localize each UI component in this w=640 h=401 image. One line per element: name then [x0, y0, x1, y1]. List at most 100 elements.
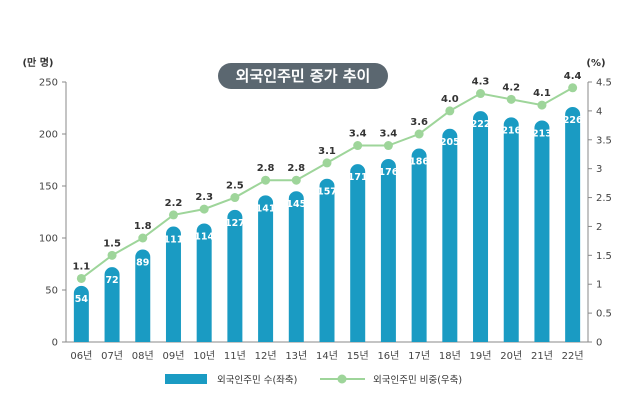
left-tick-label: 100 [39, 234, 58, 245]
bar [503, 117, 519, 342]
x-tick-label: 11년 [224, 350, 246, 362]
line-point [168, 210, 178, 220]
line-value-label: 3.6 [410, 117, 428, 128]
x-tick-label: 14년 [316, 350, 338, 362]
line-value-label: 2.8 [257, 163, 275, 174]
bar [380, 158, 396, 342]
line-value-label: 2.2 [165, 198, 183, 209]
right-tick-label: 3 [596, 164, 602, 175]
left-tick-label: 250 [39, 78, 58, 89]
right-axis-unit: (%) [586, 58, 605, 69]
bar [411, 148, 427, 342]
line-point [568, 83, 578, 93]
line-value-label: 3.4 [380, 129, 398, 140]
bar-value-label: 171 [348, 172, 368, 183]
line-value-label: 4.4 [564, 71, 582, 82]
right-tick-label: 2 [596, 222, 602, 233]
bar-value-label: 222 [471, 119, 491, 130]
x-axis-ticks: 06년 07년 08년 09년 10년 11년 12년 13년 14년 15년 16년 17년 18년 1… [70, 350, 583, 362]
bar [104, 267, 120, 342]
line-point [322, 158, 332, 168]
bar-value-label: 114 [194, 231, 214, 242]
bar-value-label: 145 [286, 199, 306, 210]
line-value-label: 1.8 [134, 221, 152, 232]
x-tick-label: 16년 [377, 350, 399, 362]
bar-value-label: 216 [501, 125, 521, 136]
bar-value-label: 72 [105, 275, 118, 286]
line-point [107, 250, 117, 260]
bar [350, 164, 366, 342]
line-point [199, 204, 209, 214]
left-tick-label: 50 [45, 286, 58, 297]
right-tick-label: 3.5 [596, 135, 612, 146]
x-tick-label: 20년 [500, 350, 522, 362]
right-tick-label: 1 [596, 280, 602, 291]
x-tick-label: 17년 [408, 350, 430, 362]
bar-value-label: 127 [225, 218, 245, 229]
line-point [76, 273, 86, 283]
line-point [383, 141, 393, 151]
bar [473, 111, 489, 342]
line-point [138, 233, 148, 243]
line-point [537, 100, 547, 110]
bar-value-label: 111 [164, 235, 184, 246]
bar-value-label: 186 [409, 157, 429, 168]
line-value-label: 3.1 [318, 146, 336, 157]
bar-value-label: 157 [317, 187, 337, 198]
bar-value-label: 205 [440, 137, 460, 148]
x-tick-label: 12년 [255, 350, 277, 362]
left-tick-label: 0 [52, 338, 58, 349]
axes: 0 50 100 150 200 250 0 0.5 1 1.5 2 2.5 3 3.5 4 4.5 [39, 78, 612, 349]
line-point [230, 193, 240, 203]
x-tick-label: 13년 [285, 350, 307, 362]
legend: 외국인주민 수(좌축) 외국인주민 비중(우축) [165, 374, 462, 386]
bar-value-label: 141 [256, 203, 276, 214]
line-series: 1.1 1.5 1.8 2.2 2.3 2.5 2.8 2.8 3.1 3.4 3.4 3.6 4.0 4… [72, 71, 582, 283]
line-value-label: 4.1 [533, 88, 551, 99]
x-tick-label: 15년 [347, 350, 369, 362]
bar [196, 223, 212, 342]
line-point [476, 89, 486, 99]
left-axis-unit: (만 명) [22, 56, 53, 69]
line-point [353, 141, 363, 151]
x-tick-label: 06년 [70, 350, 92, 362]
x-tick-label: 19년 [470, 350, 492, 362]
line-point [261, 175, 271, 185]
x-tick-label: 09년 [163, 350, 185, 362]
line-value-label: 4.2 [502, 82, 520, 93]
right-tick-label: 1.5 [596, 251, 612, 262]
legend-line-label: 외국인주민 비중(우축) [373, 374, 462, 386]
chart-title: 외국인주민 증가 추이 [236, 67, 371, 85]
legend-line-marker [337, 374, 347, 384]
right-tick-label: 4.5 [596, 78, 612, 89]
bar [442, 128, 458, 342]
bar [565, 106, 581, 342]
line-value-label: 1.5 [103, 238, 121, 249]
bar [288, 191, 304, 342]
right-tick-label: 2.5 [596, 193, 612, 204]
line-point [445, 106, 455, 116]
bar [534, 120, 550, 342]
bar [165, 226, 181, 342]
bar-value-label: 226 [563, 115, 583, 126]
line-point [291, 175, 301, 185]
line-value-label: 4.0 [441, 94, 459, 105]
line-value-label: 2.5 [226, 181, 244, 192]
legend-bar-label: 외국인주민 수(좌축) [217, 374, 297, 386]
legend-bar-swatch [165, 374, 207, 384]
x-tick-label: 08년 [132, 350, 154, 362]
x-tick-label: 07년 [101, 350, 123, 362]
title-badge: 외국인주민 증가 추이 [218, 63, 388, 89]
bar [258, 195, 274, 342]
bar-value-label: 54 [75, 294, 89, 305]
x-tick-label: 18년 [439, 350, 461, 362]
bar-value-label: 176 [378, 167, 398, 178]
line-value-label: 2.3 [195, 192, 213, 203]
right-tick-label: 0 [596, 338, 602, 349]
x-tick-label: 22년 [562, 350, 584, 362]
bar-value-label: 213 [532, 128, 552, 139]
bar [319, 178, 335, 342]
x-tick-label: 21년 [531, 350, 553, 362]
line-value-label: 4.3 [472, 77, 490, 88]
